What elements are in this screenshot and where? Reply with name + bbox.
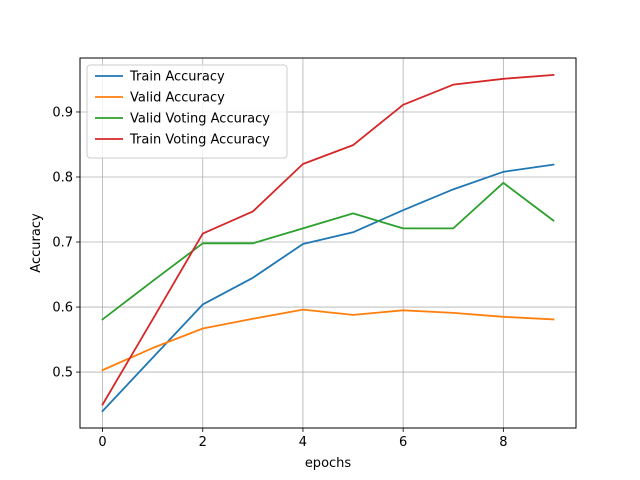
series-line-train-accuracy xyxy=(101,163,555,413)
legend: Train Accuracy Valid Accuracy Valid Voting… xyxy=(86,64,288,159)
series-line-train-voting-accuracy xyxy=(101,73,555,406)
y-tick-label: 0.9 xyxy=(52,105,73,120)
x-tick-label: 8 xyxy=(499,435,507,450)
x-tick-label: 0 xyxy=(98,435,106,450)
y-tick-label: 0.7 xyxy=(52,236,73,251)
y-axis-label: Accuracy xyxy=(29,213,44,273)
x-tick-label: 2 xyxy=(199,435,207,450)
x-tick-label: 6 xyxy=(399,435,407,450)
legend-box xyxy=(86,64,288,159)
x-axis-label: epochs xyxy=(305,456,352,471)
tick-layer: 0 2 4 6 8 0.5 0.6 0.7 0.8 0.9 xyxy=(52,105,507,450)
y-tick-label: 0.8 xyxy=(52,170,73,185)
legend-label: Valid Accuracy xyxy=(130,91,225,106)
plot-frame xyxy=(79,57,577,429)
y-tick-label: 0.6 xyxy=(52,301,73,316)
legend-label: Valid Voting Accuracy xyxy=(130,112,270,127)
series-line-valid-voting-accuracy xyxy=(101,181,555,321)
series-line-valid-accuracy xyxy=(101,308,555,372)
x-tick-label: 4 xyxy=(299,435,307,450)
legend-label: Train Accuracy xyxy=(129,70,225,85)
series-layer xyxy=(101,73,555,413)
legend-label: Train Voting Accuracy xyxy=(129,133,270,148)
y-tick-label: 0.5 xyxy=(52,366,73,381)
